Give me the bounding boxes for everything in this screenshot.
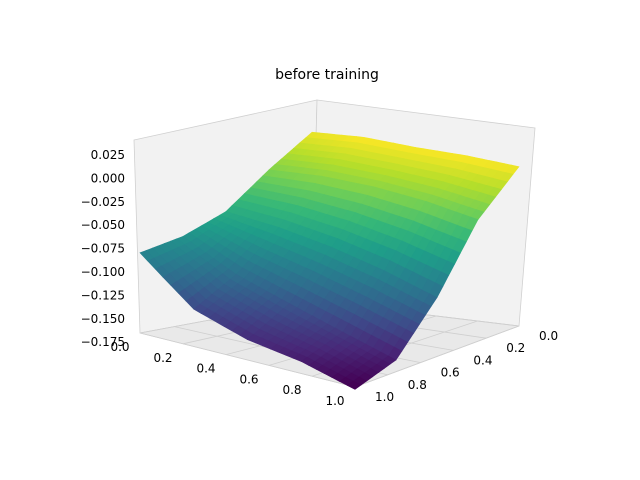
- y-tick-label: 0.0: [110, 340, 129, 354]
- x-tick-label: 0.8: [408, 378, 427, 392]
- grid-line-y: [354, 325, 520, 388]
- z-tick-label: −0.050: [81, 218, 125, 232]
- y-tick-label: 0.2: [153, 351, 172, 365]
- tick-labels: 0.0 0.2 0.4 0.6 0.8 1.0 0.0 0.2 0.4 0.6 0.8 1.0 0.02…: [81, 148, 559, 408]
- grid-line-x: [139, 332, 356, 388]
- z-tick-label: −0.075: [81, 242, 125, 256]
- z-tick-label: −0.025: [81, 195, 125, 209]
- y-tick-label: 0.8: [282, 383, 301, 397]
- z-tick-label: −0.125: [81, 288, 125, 302]
- x-tick-label: 0.0: [539, 329, 558, 343]
- surface: [139, 131, 520, 390]
- z-tick-label: −0.150: [81, 312, 125, 326]
- z-tick-label: −0.175: [81, 335, 125, 349]
- z-tick-label: 0.025: [91, 148, 125, 162]
- surface-cell: [346, 380, 362, 390]
- z-tick-label: −0.100: [81, 265, 125, 279]
- x-tick-label: 0.2: [506, 341, 525, 355]
- x-tick-label: 0.4: [473, 353, 492, 367]
- y-tick-label: 1.0: [325, 394, 344, 408]
- chart-title: before training: [275, 67, 379, 83]
- x-tick-label: 0.6: [441, 366, 460, 380]
- z-tick-label: 0.000: [91, 171, 125, 185]
- y-tick-label: 0.4: [196, 362, 215, 376]
- y-tick-label: 0.6: [239, 372, 258, 386]
- x-tick-label: 1.0: [375, 390, 394, 404]
